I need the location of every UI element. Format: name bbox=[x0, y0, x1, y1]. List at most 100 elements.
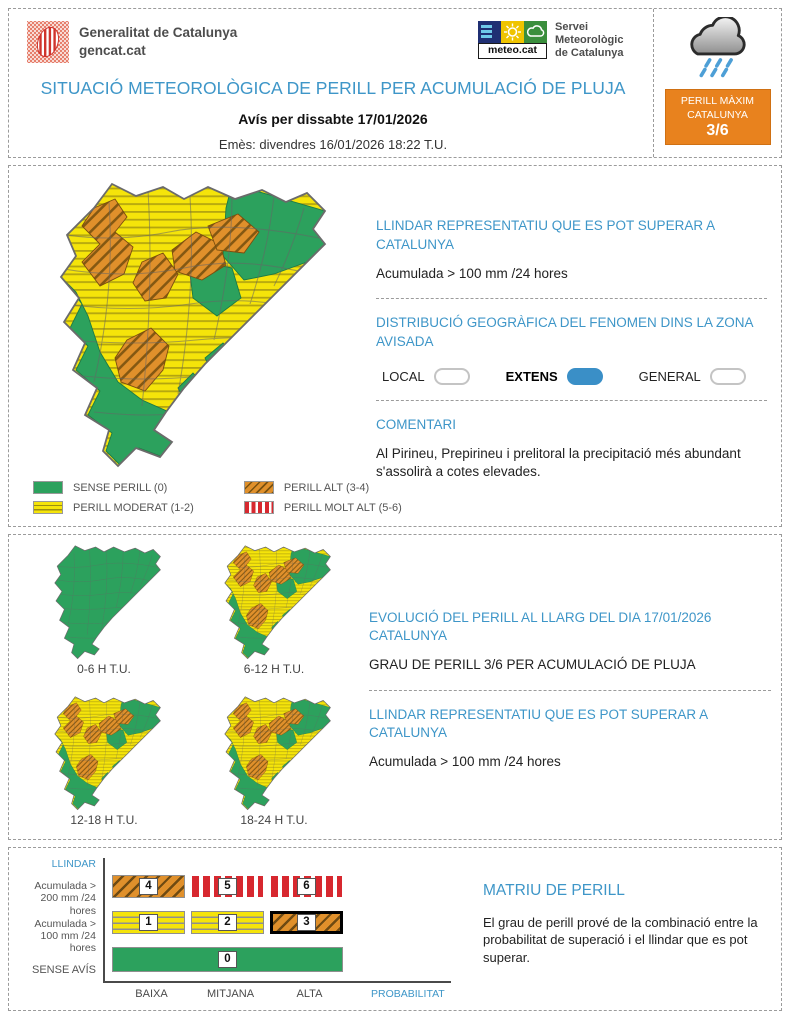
matrix-row-200mm: 4 5 6 bbox=[112, 875, 451, 898]
x-axis-label: PROBABILITAT bbox=[371, 988, 445, 1000]
matrix-cell-6: 6 bbox=[270, 875, 343, 898]
warning-info-column: LLINDAR REPRESENTATIU QUE ES POT SUPERAR… bbox=[364, 217, 771, 481]
meteocat-name: Servei Meteorològic de Catalunya bbox=[555, 21, 624, 59]
max-danger-panel: PERILL MÀXIM CATALUNYA 3/6 bbox=[653, 9, 781, 157]
radio-pill[interactable] bbox=[709, 367, 746, 385]
matrix-row-label-100mm: Acumulada > 100 mm /24 hores bbox=[34, 917, 96, 955]
advisory-date: Avís per dissabte 17/01/2026 bbox=[238, 111, 428, 127]
matrix-plot-area: 4 5 6 1 2 bbox=[103, 858, 451, 1010]
catalunya-map-12-18 bbox=[25, 692, 183, 812]
catalunya-map-18-24 bbox=[195, 692, 353, 812]
header-main: Generalitat de Catalunya gencat.cat bbox=[9, 9, 653, 157]
matrix-cell-value: 5 bbox=[218, 878, 237, 895]
legend-swatch-yellow bbox=[33, 501, 63, 514]
matrix-row-100mm: 1 2 3 bbox=[112, 911, 451, 934]
evolution-info-column: EVOLUCIÓ DEL PERILL AL LLARG DEL DIA 17/… bbox=[359, 609, 771, 772]
matrix-cell-0: 0 bbox=[112, 947, 343, 972]
legend-label: PERILL ALT (3-4) bbox=[283, 481, 370, 494]
danger-matrix-section: LLINDAR Acumulada > 200 mm /24 hores Acu… bbox=[8, 847, 782, 1011]
matrix-cell-1: 1 bbox=[112, 911, 185, 934]
evolution-map-12-18: 12-18 H T.U. bbox=[19, 692, 189, 839]
divider bbox=[369, 689, 771, 691]
generalitat-logo-icon bbox=[27, 21, 69, 63]
matrix-column-labels: BAIXA MITJANA ALTA PROBABILITAT bbox=[112, 988, 451, 1000]
matrix-heading: MATRIU DE PERILL bbox=[483, 882, 625, 899]
map-caption: 6-12 H T.U. bbox=[243, 662, 305, 676]
radio-pill[interactable] bbox=[566, 367, 603, 385]
evolution-map-18-24: 18-24 H T.U. bbox=[189, 692, 359, 839]
meteocat-logo-icon: meteo.cat bbox=[478, 21, 547, 60]
legend-label: PERILL MODERAT (1-2) bbox=[73, 501, 194, 514]
matrix-description: El grau de perill prové de la combinació… bbox=[483, 914, 758, 965]
evolution-map-6-12: 6-12 H T.U. bbox=[189, 541, 359, 688]
col-label-alta: ALTA bbox=[296, 988, 323, 1000]
meteocat-bars-icon bbox=[478, 21, 501, 44]
max-danger-line1: PERILL MÀXIM bbox=[680, 95, 755, 107]
issued-timestamp: Emès: divendres 16/01/2026 18:22 T.U. bbox=[218, 137, 448, 152]
main-map-column: SENSE PERILL (0) PERILL MODERAT (1-2) PE… bbox=[19, 172, 402, 526]
evolution-map-0-6: 0-6 H T.U. bbox=[19, 541, 189, 688]
evolution-section: 0-6 H T.U. 6-12 H T.U. 12-18 H T.U. 18-2… bbox=[8, 534, 782, 840]
catalunya-map-0-6 bbox=[25, 541, 183, 661]
evolution-subheading: GRAU DE PERILL 3/6 PER ACUMULACIÓ DE PLU… bbox=[369, 657, 696, 673]
legend-item-perill-moderat: PERILL MODERAT (1-2) bbox=[33, 499, 194, 516]
map-legend: SENSE PERILL (0) PERILL MODERAT (1-2) PE… bbox=[19, 479, 402, 526]
map-caption: 0-6 H T.U. bbox=[77, 662, 131, 676]
threshold-value: Acumulada > 100 mm /24 hores bbox=[376, 265, 568, 281]
legend-item-sense-perill: SENSE PERILL (0) bbox=[33, 479, 194, 496]
evolution-maps-grid: 0-6 H T.U. 6-12 H T.U. 12-18 H T.U. 18-2… bbox=[19, 541, 359, 839]
comment-text: Al Pirineu, Prepirineu i prelitoral la p… bbox=[376, 445, 741, 479]
matrix-row-labels: LLINDAR Acumulada > 200 mm /24 hores Acu… bbox=[17, 858, 103, 1010]
legend-item-perill-molt-alt: PERILL MOLT ALT (5-6) bbox=[243, 499, 402, 516]
y-axis-label: LLINDAR bbox=[51, 858, 96, 870]
matrix-info-column: MATRIU DE PERILL El grau de perill prové… bbox=[467, 858, 771, 1010]
meteocat-cloud-icon bbox=[524, 21, 547, 44]
legend-label: PERILL MOLT ALT (5-6) bbox=[283, 501, 402, 514]
max-danger-badge: PERILL MÀXIM CATALUNYA 3/6 bbox=[664, 89, 771, 145]
distribution-option-label: GENERAL bbox=[638, 368, 701, 384]
distribution-option-local[interactable]: LOCAL bbox=[382, 367, 470, 385]
distribution-option-general[interactable]: GENERAL bbox=[638, 367, 746, 385]
matrix-plot: 4 5 6 1 2 bbox=[103, 858, 451, 983]
distribution-options: LOCAL EXTENS GENERAL bbox=[382, 367, 767, 385]
distribution-option-label: LOCAL bbox=[382, 368, 425, 384]
max-danger-value: 3/6 bbox=[706, 122, 729, 140]
gencat-brand: Generalitat de Catalunya gencat.cat bbox=[27, 21, 237, 63]
col-label-mitjana: MITJANA bbox=[206, 988, 255, 1000]
distribution-option-extens[interactable]: EXTENS bbox=[506, 367, 603, 385]
brand-line1: Generalitat de Catalunya bbox=[79, 25, 238, 41]
legend-swatch-red bbox=[243, 501, 274, 514]
meteocat-logo-label: meteo.cat bbox=[478, 43, 547, 60]
divider bbox=[376, 297, 767, 299]
brand-line2: gencat.cat bbox=[79, 43, 146, 58]
col-label-baixa: BAIXA bbox=[135, 988, 168, 1000]
legend-label: SENSE PERILL (0) bbox=[73, 481, 168, 494]
matrix-cell-4: 4 bbox=[112, 875, 185, 898]
legend-swatch-orange bbox=[243, 481, 274, 494]
matrix-cell-value: 2 bbox=[218, 914, 237, 931]
meteocat-brand: meteo.cat Servei Meteorològic de Catalun… bbox=[478, 21, 635, 60]
matrix-cell-2: 2 bbox=[191, 911, 264, 934]
threshold-heading: LLINDAR REPRESENTATIU QUE ES POT SUPERAR… bbox=[376, 217, 715, 252]
matrix-cell-3-current: 3 bbox=[270, 911, 343, 934]
radio-pill[interactable] bbox=[433, 367, 470, 385]
threshold-heading: LLINDAR REPRESENTATIU QUE ES POT SUPERAR… bbox=[369, 706, 708, 741]
comment-heading: COMENTARI bbox=[376, 416, 456, 432]
evolution-heading: EVOLUCIÓ DEL PERILL AL LLARG DEL DIA 17/… bbox=[369, 609, 712, 644]
divider bbox=[376, 399, 767, 401]
matrix-cell-value: 3 bbox=[297, 914, 316, 931]
danger-matrix: LLINDAR Acumulada > 200 mm /24 hores Acu… bbox=[17, 858, 467, 1010]
matrix-row-label-200mm: Acumulada > 200 mm /24 hores bbox=[34, 880, 96, 917]
matrix-cell-value: 1 bbox=[139, 914, 158, 931]
matrix-cell-value: 6 bbox=[297, 878, 316, 895]
catalunya-map-6-12 bbox=[195, 541, 353, 661]
page-title: SITUACIÓ METEOROLÒGICA DE PERILL PER ACU… bbox=[40, 78, 626, 98]
distribution-heading: DISTRIBUCIÓ GEOGRÀFICA DEL FENOMEN DINS … bbox=[376, 314, 753, 349]
rain-cloud-icon bbox=[689, 17, 746, 78]
matrix-cell-value: 4 bbox=[139, 878, 158, 895]
matrix-row-label-sense-avis: SENSE AVÍS bbox=[32, 963, 96, 976]
matrix-cell-value: 0 bbox=[218, 951, 237, 968]
brand-text: Generalitat de Catalunya gencat.cat bbox=[79, 24, 237, 59]
header: Generalitat de Catalunya gencat.cat bbox=[8, 8, 782, 158]
